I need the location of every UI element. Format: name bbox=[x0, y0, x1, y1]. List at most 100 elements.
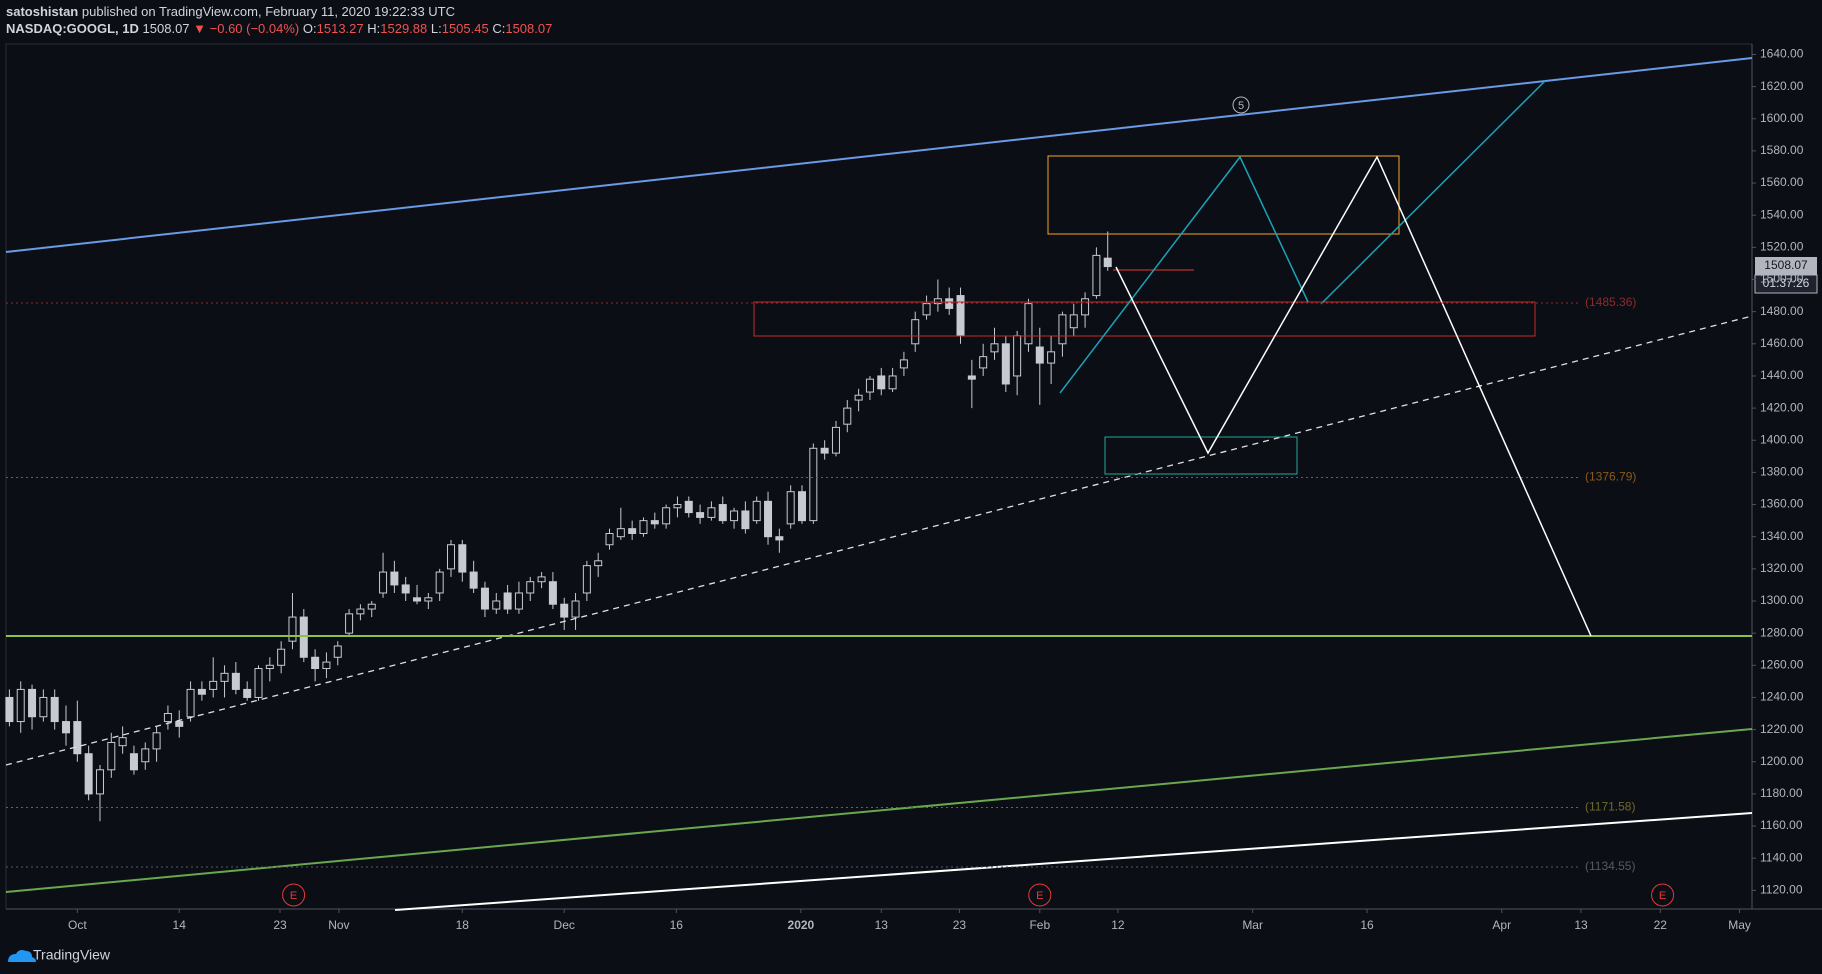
candle-body bbox=[899, 359, 908, 369]
candle-body bbox=[492, 600, 501, 610]
y-tick-label: 1400.00 bbox=[1760, 432, 1804, 446]
author: satoshistan bbox=[6, 4, 78, 19]
y-tick-label: 1480.00 bbox=[1760, 304, 1804, 318]
y-tick-label: 1520.00 bbox=[1760, 240, 1804, 254]
candle-body bbox=[209, 680, 218, 690]
projection bbox=[1059, 155, 1309, 394]
y-tick-label: 1540.00 bbox=[1760, 207, 1804, 221]
candle-body bbox=[730, 510, 739, 522]
drawings: 5 bbox=[5, 57, 1753, 911]
c-value: 1508.07 bbox=[505, 21, 552, 36]
candle-body bbox=[220, 672, 229, 682]
candle-body bbox=[367, 603, 376, 610]
countdown-tag bbox=[1754, 274, 1818, 294]
y-tick-label: 1300.00 bbox=[1760, 593, 1804, 607]
candle-body bbox=[107, 741, 116, 771]
candle-body bbox=[62, 721, 71, 734]
candle-body bbox=[84, 753, 93, 795]
brand: TradingView bbox=[33, 947, 111, 963]
c-label: C: bbox=[492, 21, 505, 36]
l-label: L: bbox=[431, 21, 442, 36]
candle-body bbox=[73, 721, 82, 755]
candle-body bbox=[446, 544, 455, 570]
channel-line bbox=[5, 57, 1753, 253]
y-tick-label: 1560.00 bbox=[1760, 175, 1804, 189]
last-close: 1508.07 bbox=[143, 21, 190, 36]
legend-line: NASDAQ:GOOGL, 1D 1508.07 ▼ −0.60 (−0.04%… bbox=[6, 21, 552, 36]
candle-body bbox=[1035, 346, 1044, 364]
o-value: 1513.27 bbox=[317, 21, 364, 36]
candle-body bbox=[231, 672, 240, 690]
candle-body bbox=[469, 571, 478, 589]
candle-body bbox=[831, 426, 840, 454]
candle-body bbox=[118, 737, 127, 747]
candle-body bbox=[265, 664, 274, 670]
published: published on TradingView.com, February 1… bbox=[82, 4, 455, 19]
x-tick-label: 13 bbox=[1574, 918, 1588, 932]
candle-body bbox=[820, 447, 829, 454]
x-tick-label: 23 bbox=[953, 918, 967, 932]
header-line: satoshistan published on TradingView.com… bbox=[6, 4, 455, 19]
candle-body bbox=[129, 753, 138, 771]
candle-body bbox=[1047, 351, 1056, 364]
level-label: (1171.58) bbox=[1585, 800, 1635, 814]
candle-body bbox=[5, 696, 14, 723]
candle-body bbox=[311, 656, 320, 670]
y-tick-label: 1440.00 bbox=[1760, 368, 1804, 382]
candle-body bbox=[560, 603, 569, 618]
y-tick-label: 1260.00 bbox=[1760, 657, 1804, 671]
candles bbox=[5, 231, 1112, 822]
candle-body bbox=[877, 375, 886, 390]
y-tick-label: 1120.00 bbox=[1760, 883, 1803, 897]
candle-body bbox=[141, 748, 150, 763]
y-tick-label: 1620.00 bbox=[1760, 79, 1804, 93]
x-tick-label: Oct bbox=[68, 918, 87, 932]
candle-body bbox=[175, 721, 184, 727]
candle-body bbox=[865, 378, 874, 393]
zone-box bbox=[753, 301, 1536, 337]
x-tick-label: May bbox=[1728, 918, 1751, 932]
candle-body bbox=[39, 696, 48, 718]
earnings-label: E bbox=[1659, 890, 1666, 902]
candle-body bbox=[967, 375, 976, 380]
l-value: 1505.45 bbox=[442, 21, 489, 36]
y-tick-label: 1320.00 bbox=[1760, 561, 1804, 575]
y-tick-label: 1140.00 bbox=[1760, 850, 1803, 864]
y-tick-label: 1340.00 bbox=[1760, 529, 1804, 543]
candle-body bbox=[197, 688, 206, 695]
y-tick-label: 1180.00 bbox=[1760, 786, 1803, 800]
candle-body bbox=[933, 298, 942, 305]
candle-body bbox=[186, 688, 195, 718]
candle-body bbox=[1069, 314, 1078, 329]
candle-body bbox=[582, 565, 591, 594]
candle-body bbox=[277, 648, 286, 666]
x-tick-label: 2020 bbox=[788, 918, 815, 932]
candle-body bbox=[243, 688, 252, 698]
candle-body bbox=[537, 576, 546, 583]
x-tick-label: 23 bbox=[273, 918, 287, 932]
y-tick-label: 1500.00 bbox=[1760, 272, 1804, 286]
y-tick-label: 1420.00 bbox=[1760, 400, 1804, 414]
candle-body bbox=[775, 536, 784, 541]
candle-body bbox=[945, 298, 954, 309]
projection bbox=[1115, 155, 1592, 637]
candle-body bbox=[764, 500, 773, 538]
x-tick-label: Feb bbox=[1029, 918, 1050, 932]
x-tick-label: Nov bbox=[328, 918, 349, 932]
candle-body bbox=[628, 528, 637, 534]
y-tick-label: 1640.00 bbox=[1760, 47, 1804, 61]
candle-body bbox=[401, 584, 410, 594]
channel-line bbox=[5, 728, 1753, 893]
x-tick-label: 16 bbox=[670, 918, 684, 932]
candle-body bbox=[843, 407, 852, 425]
y-tick-label: 1200.00 bbox=[1760, 754, 1804, 768]
candle-body bbox=[707, 507, 716, 518]
candle-body bbox=[28, 688, 37, 718]
channel-line bbox=[394, 812, 1753, 911]
zone-box bbox=[1104, 436, 1298, 475]
h-label: H: bbox=[367, 21, 380, 36]
x-tick-label: Mar bbox=[1242, 918, 1263, 932]
candle-body bbox=[911, 319, 920, 345]
